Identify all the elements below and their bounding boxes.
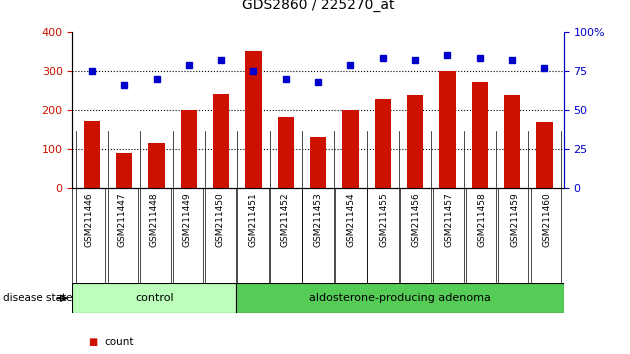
Bar (504, 95, 520, 188)
Text: GSM211453: GSM211453 (314, 193, 323, 247)
Text: GSM211456: GSM211456 (412, 193, 421, 247)
Text: GSM211455: GSM211455 (379, 193, 388, 247)
Text: GSM211459: GSM211459 (510, 193, 519, 247)
Text: disease state: disease state (3, 293, 72, 303)
Text: GSM211450: GSM211450 (215, 193, 224, 247)
Text: aldosterone-producing adenoma: aldosterone-producing adenoma (309, 293, 491, 303)
Bar (149, 143, 164, 188)
Text: ■: ■ (88, 337, 98, 347)
Bar (236, 283, 564, 313)
Bar (72, 283, 236, 313)
Text: GSM211458: GSM211458 (478, 193, 486, 247)
Text: GDS2860 / 225270_at: GDS2860 / 225270_at (242, 0, 394, 12)
Bar (407, 95, 423, 188)
Text: GSM211457: GSM211457 (445, 193, 454, 247)
Bar (472, 82, 488, 188)
Text: GSM211448: GSM211448 (150, 193, 159, 247)
Bar (310, 137, 326, 188)
Text: GSM211460: GSM211460 (543, 193, 552, 247)
Bar (246, 51, 261, 188)
Bar (213, 94, 229, 188)
Text: GSM211454: GSM211454 (346, 193, 355, 247)
Bar (342, 110, 358, 188)
Text: GSM211452: GSM211452 (281, 193, 290, 247)
Text: GSM211446: GSM211446 (84, 193, 93, 247)
Bar (84, 121, 100, 188)
Bar (536, 122, 553, 188)
Text: control: control (135, 293, 174, 303)
Bar (181, 110, 197, 188)
Text: GSM211451: GSM211451 (248, 193, 257, 247)
Bar (375, 99, 391, 188)
Bar (278, 117, 294, 188)
Text: count: count (104, 337, 134, 347)
Text: GSM211447: GSM211447 (117, 193, 126, 247)
Bar (116, 153, 132, 188)
Bar (439, 71, 455, 188)
Text: GSM211449: GSM211449 (183, 193, 192, 247)
